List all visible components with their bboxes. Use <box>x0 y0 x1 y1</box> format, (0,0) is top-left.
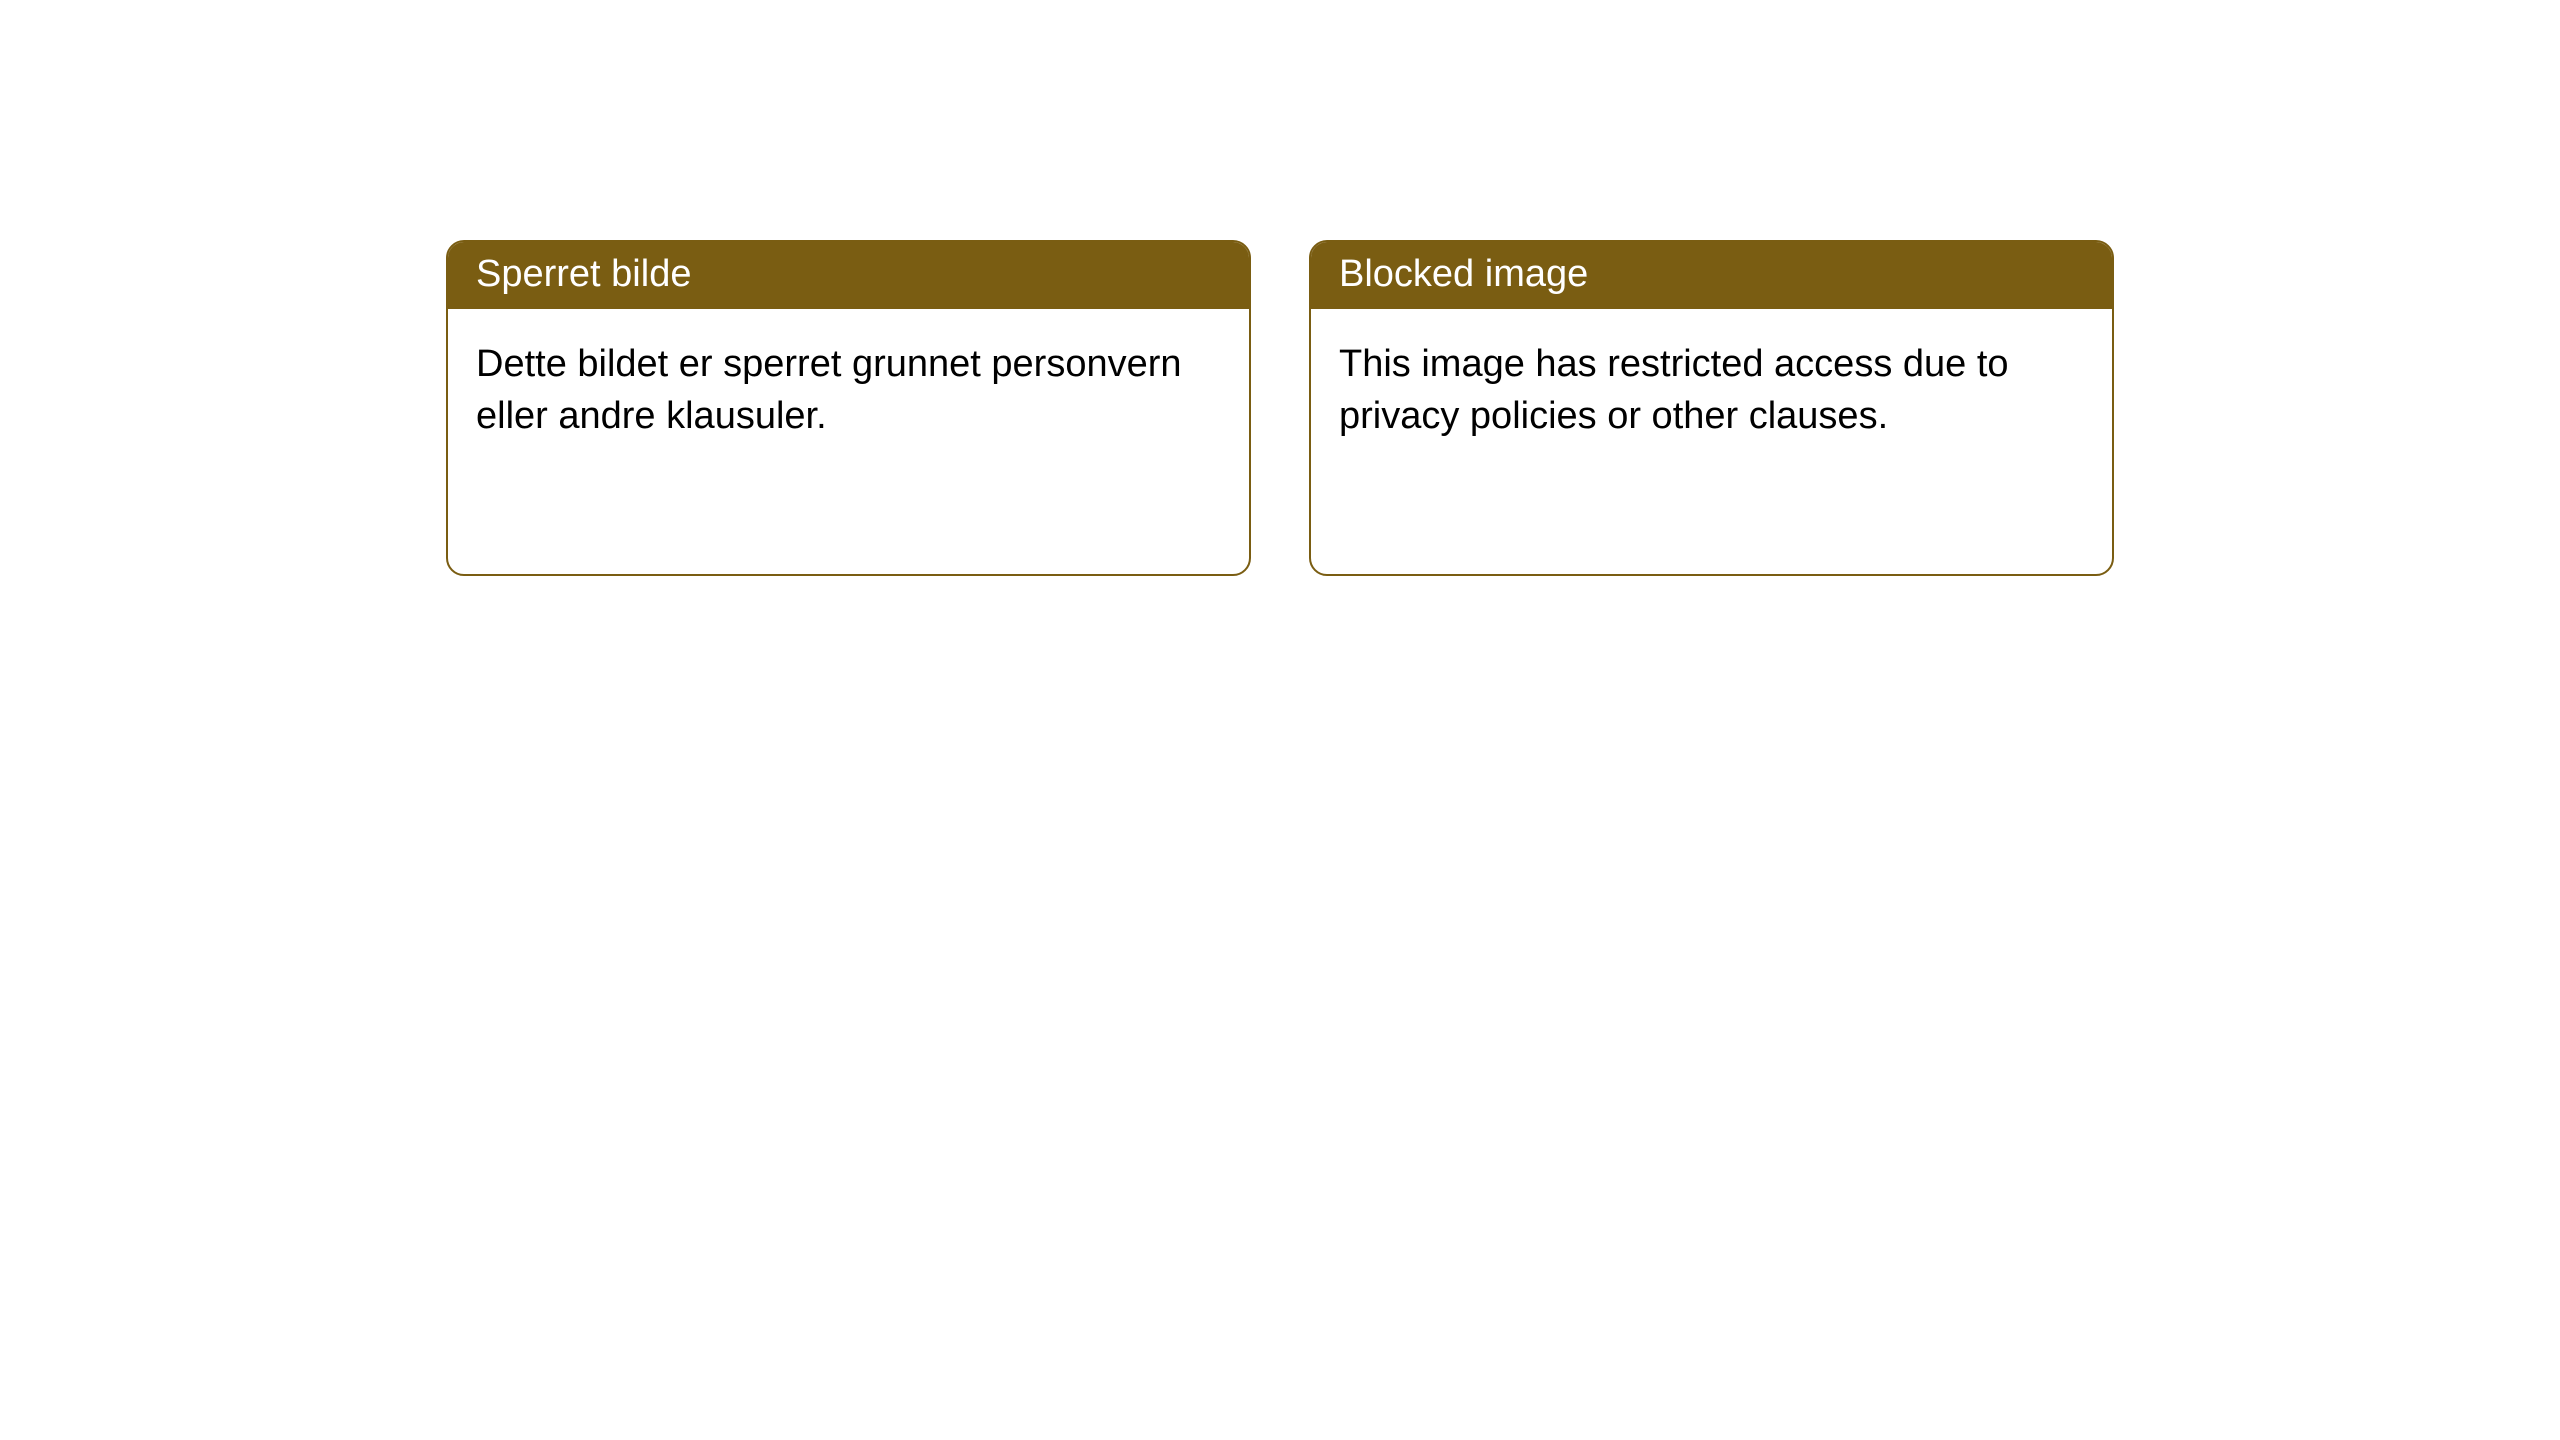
card-body: This image has restricted access due to … <box>1311 309 2112 472</box>
card-header: Blocked image <box>1311 242 2112 309</box>
card-body: Dette bildet er sperret grunnet personve… <box>448 309 1249 472</box>
notice-card-english: Blocked image This image has restricted … <box>1309 240 2114 576</box>
card-title: Blocked image <box>1339 253 1588 295</box>
notice-container: Sperret bilde Dette bildet er sperret gr… <box>0 0 2560 576</box>
card-text: Dette bildet er sperret grunnet personve… <box>476 343 1182 436</box>
card-title: Sperret bilde <box>476 253 691 295</box>
card-header: Sperret bilde <box>448 242 1249 309</box>
card-text: This image has restricted access due to … <box>1339 343 2009 436</box>
notice-card-norwegian: Sperret bilde Dette bildet er sperret gr… <box>446 240 1251 576</box>
